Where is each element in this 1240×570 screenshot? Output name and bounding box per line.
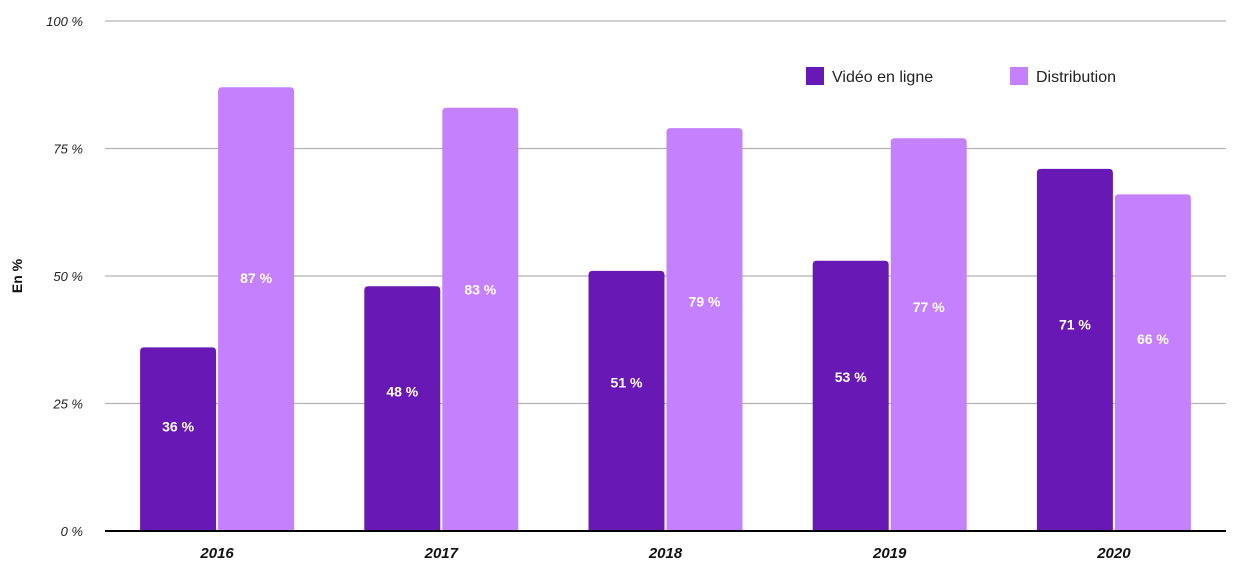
y-tick-label: 75 % <box>53 142 83 157</box>
bar-distribution-2020 <box>1114 194 1191 531</box>
bar-value-label: 83 % <box>464 282 496 298</box>
bar-vid-o-en-ligne-2020 <box>1036 168 1113 531</box>
x-category-label: 2017 <box>424 545 459 562</box>
bar-value-labels: 36 % 87 % 48 % 83 % 51 % 79 % 53 % 77 % 71 % 66 % <box>162 270 1169 434</box>
bars <box>140 87 1191 532</box>
bar-value-label: 71 % <box>1059 317 1091 333</box>
bar-vid-o-en-ligne-2016 <box>140 347 217 531</box>
legend-swatch <box>806 67 824 85</box>
bar-distribution-2016 <box>218 87 295 532</box>
x-category-label: 2019 <box>872 545 907 562</box>
bar-vid-o-en-ligne-2018 <box>588 270 665 531</box>
x-category-label: 2018 <box>648 545 683 562</box>
bar-value-label: 66 % <box>1137 331 1169 347</box>
legend-label: Vidéo en ligne <box>832 69 933 86</box>
bar-vid-o-en-ligne-2019 <box>812 260 889 531</box>
bar-distribution-2019 <box>890 138 967 532</box>
bar-value-label: 53 % <box>835 369 867 385</box>
legend: Vidéo en ligne Distribution <box>806 67 1116 86</box>
legend-label: Distribution <box>1036 69 1116 86</box>
x-category-label: 2020 <box>1096 545 1131 562</box>
y-tick-label: 0 % <box>61 524 83 539</box>
bar-value-label: 51 % <box>611 375 643 391</box>
x-axis-categories: 2016 2017 2018 2019 2020 <box>199 545 1131 562</box>
bar-value-label: 48 % <box>386 383 418 399</box>
y-tick-label: 25 % <box>52 397 83 412</box>
bar-value-label: 36 % <box>162 418 194 434</box>
x-category-label: 2016 <box>199 545 234 562</box>
bar-distribution-2018 <box>666 128 743 531</box>
y-axis-ticks: 0 % 25 % 50 % 75 % 100 % <box>46 14 83 539</box>
bar-vid-o-en-ligne-2017 <box>364 286 441 531</box>
bar-distribution-2017 <box>442 107 519 531</box>
y-tick-label: 100 % <box>46 14 83 29</box>
y-axis-label: En % <box>9 258 25 293</box>
bar-value-label: 87 % <box>240 270 272 286</box>
y-tick-label: 50 % <box>53 269 83 284</box>
legend-swatch <box>1010 67 1028 85</box>
bar-value-label: 77 % <box>913 299 945 315</box>
bar-value-label: 79 % <box>689 293 721 309</box>
